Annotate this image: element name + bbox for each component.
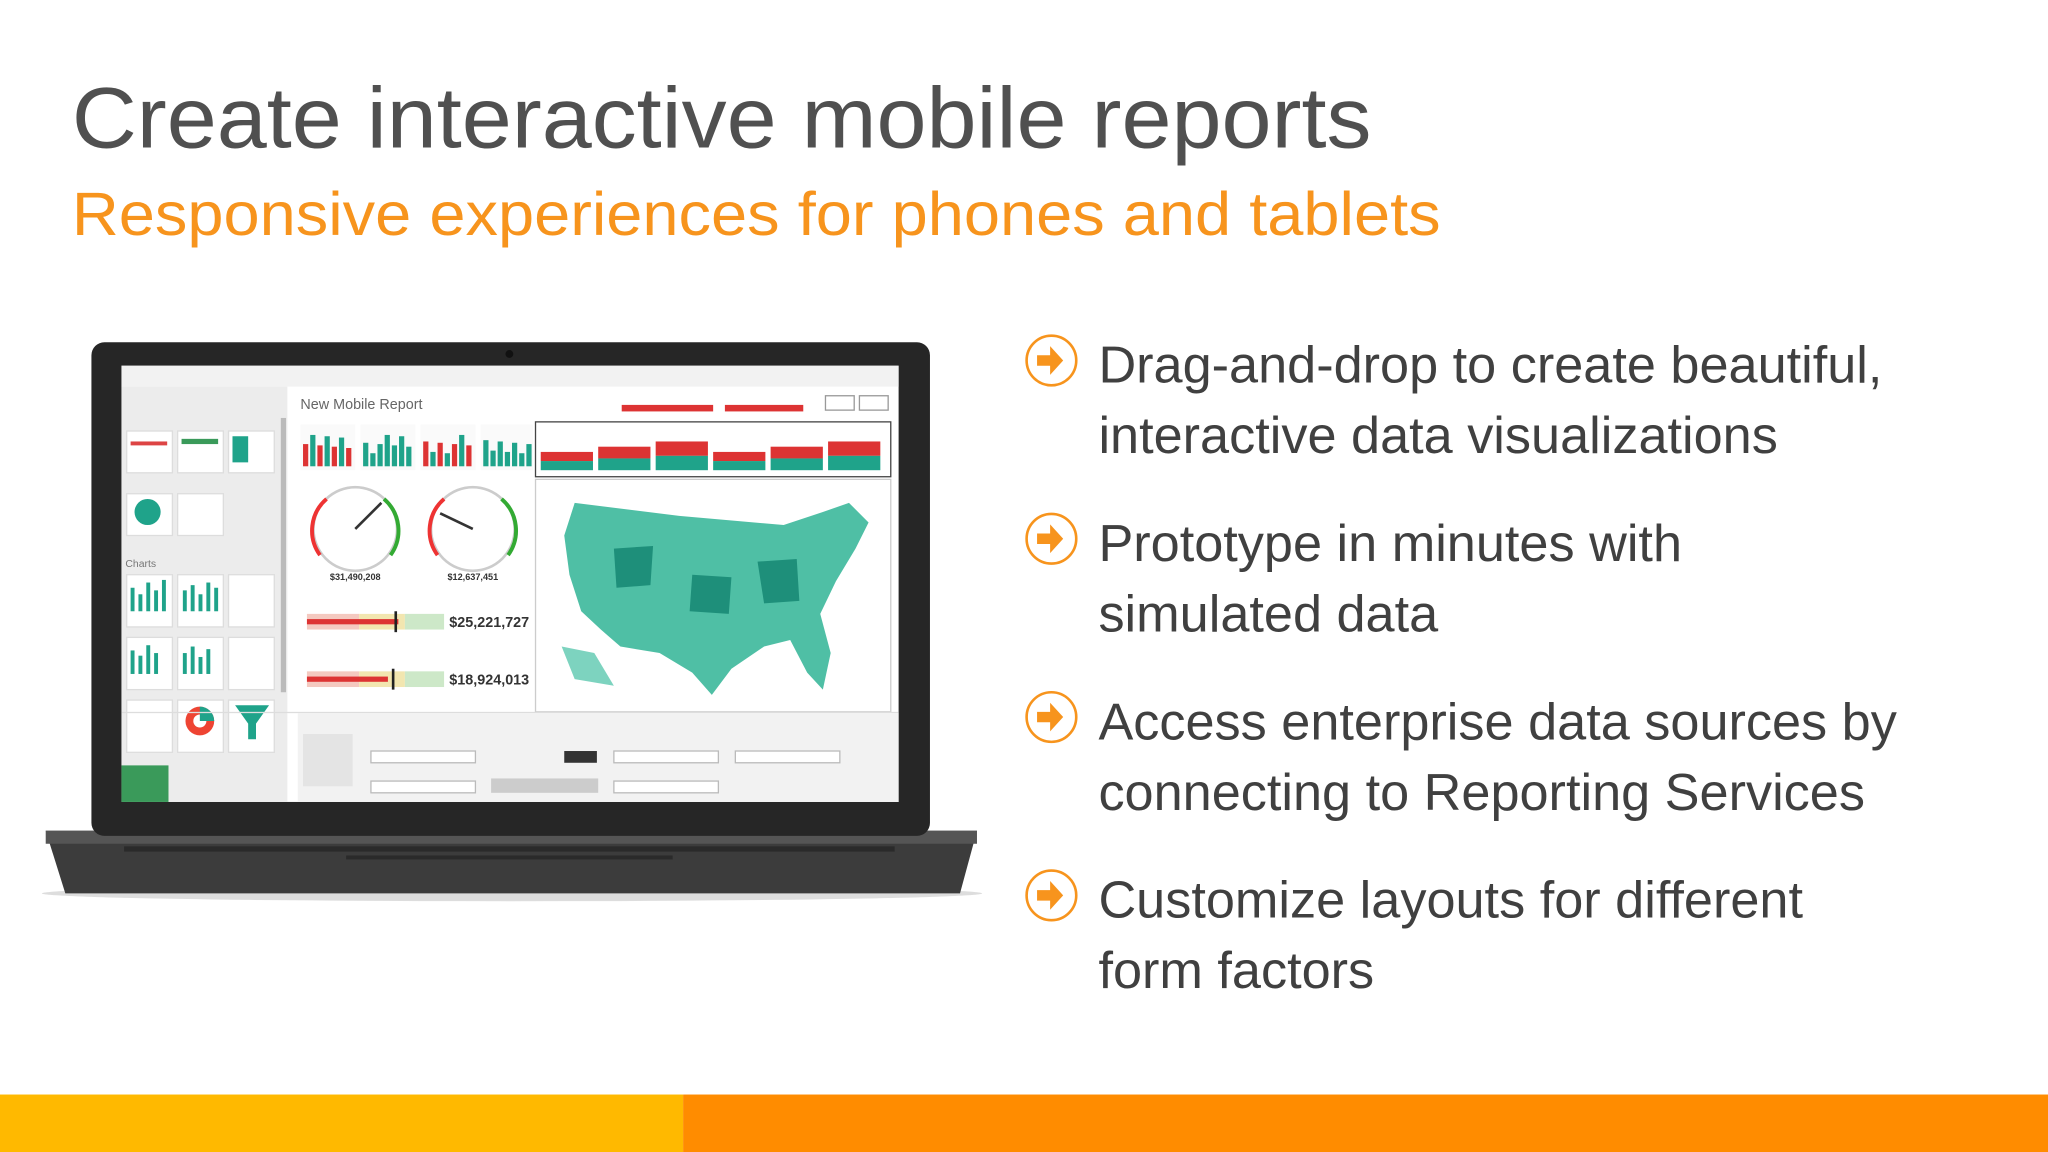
mini-bar — [655, 455, 708, 471]
bullet-arrow — [1037, 702, 1064, 732]
bullet-text: connecting to Reporting Services — [1098, 764, 1865, 822]
mini-charts — [300, 421, 892, 478]
mini-bar — [490, 450, 496, 467]
mini-bar — [655, 441, 708, 456]
mini-bar — [384, 434, 390, 467]
gauges — [310, 485, 518, 573]
bullet-arrow — [1037, 346, 1064, 375]
mini-bar — [324, 436, 330, 467]
mini-bar — [828, 441, 881, 456]
mini-bar — [540, 451, 593, 462]
mini-bar — [406, 446, 412, 467]
mini-bar — [540, 461, 593, 471]
mini-bar — [310, 434, 316, 467]
footer-bar-right — [683, 1094, 2048, 1152]
mini-bar — [598, 446, 651, 459]
mini-bar — [317, 445, 323, 467]
bullet-text: Prototype in minutes with — [1098, 515, 1682, 573]
bullet-text: Customize layouts for different — [1098, 872, 1803, 930]
mini-bar — [430, 451, 436, 467]
bullet-arrow — [1037, 524, 1064, 554]
report-title: New Mobile Report — [300, 397, 422, 413]
mini-bar — [399, 436, 405, 467]
panel-heading: Charts — [125, 559, 156, 570]
mini-bar — [363, 442, 369, 467]
bullet-text: Access enterprise data sources by — [1098, 693, 1897, 751]
mini-bar — [338, 437, 345, 467]
mini-bar — [437, 442, 443, 467]
gauge-value: $12,637,451 — [447, 572, 498, 582]
mini-bar — [303, 444, 309, 467]
mini-bar — [598, 458, 651, 471]
mini-bar — [497, 441, 503, 467]
slide-subtitle: Responsive experiences for phones and ta… — [72, 180, 1441, 249]
bullet-text: interactive data visualizations — [1098, 407, 1777, 465]
mini-bar — [713, 461, 766, 471]
bullet-text: Drag-and-drop to create beautiful, — [1098, 337, 1882, 395]
mini-bar — [331, 446, 337, 467]
mini-bar — [526, 444, 532, 467]
bullet-arrow — [1037, 880, 1064, 910]
slide-title: Create interactive mobile reports — [72, 71, 1372, 167]
mini-bar — [391, 445, 398, 467]
mini-bar — [713, 451, 766, 462]
mini-bar — [346, 447, 352, 467]
mini-bar — [770, 458, 823, 471]
mini-bar — [519, 453, 525, 467]
mini-bar — [483, 440, 489, 467]
mini-bar — [504, 451, 511, 467]
bullet-text: simulated data — [1098, 586, 1439, 644]
bullet-value: $18,924,013 — [449, 672, 529, 688]
bullet-graphs — [306, 611, 445, 690]
bullet-list: Drag-and-drop to create beautiful, intera… — [1025, 334, 1898, 1000]
mini-bar — [466, 445, 472, 467]
bullet-value: $25,221,727 — [449, 615, 529, 631]
mini-bar — [511, 442, 518, 467]
mini-bar — [770, 446, 823, 459]
mini-bar — [423, 441, 429, 467]
bullet-text: form factors — [1098, 942, 1374, 1000]
laptop-illustration: Charts New Mobile Report $31,490,208 $12… — [41, 342, 983, 902]
mini-bar — [451, 444, 458, 467]
slide-content: Create interactive mobile reports Respon… — [0, 71, 2048, 1152]
footer-bar-left — [0, 1094, 684, 1152]
mini-bar — [444, 453, 450, 467]
mini-bar — [377, 444, 383, 467]
gauge-value: $31,490,208 — [330, 572, 381, 582]
mini-bar — [828, 455, 881, 471]
mini-bar — [370, 453, 376, 467]
mini-bar — [459, 434, 465, 467]
